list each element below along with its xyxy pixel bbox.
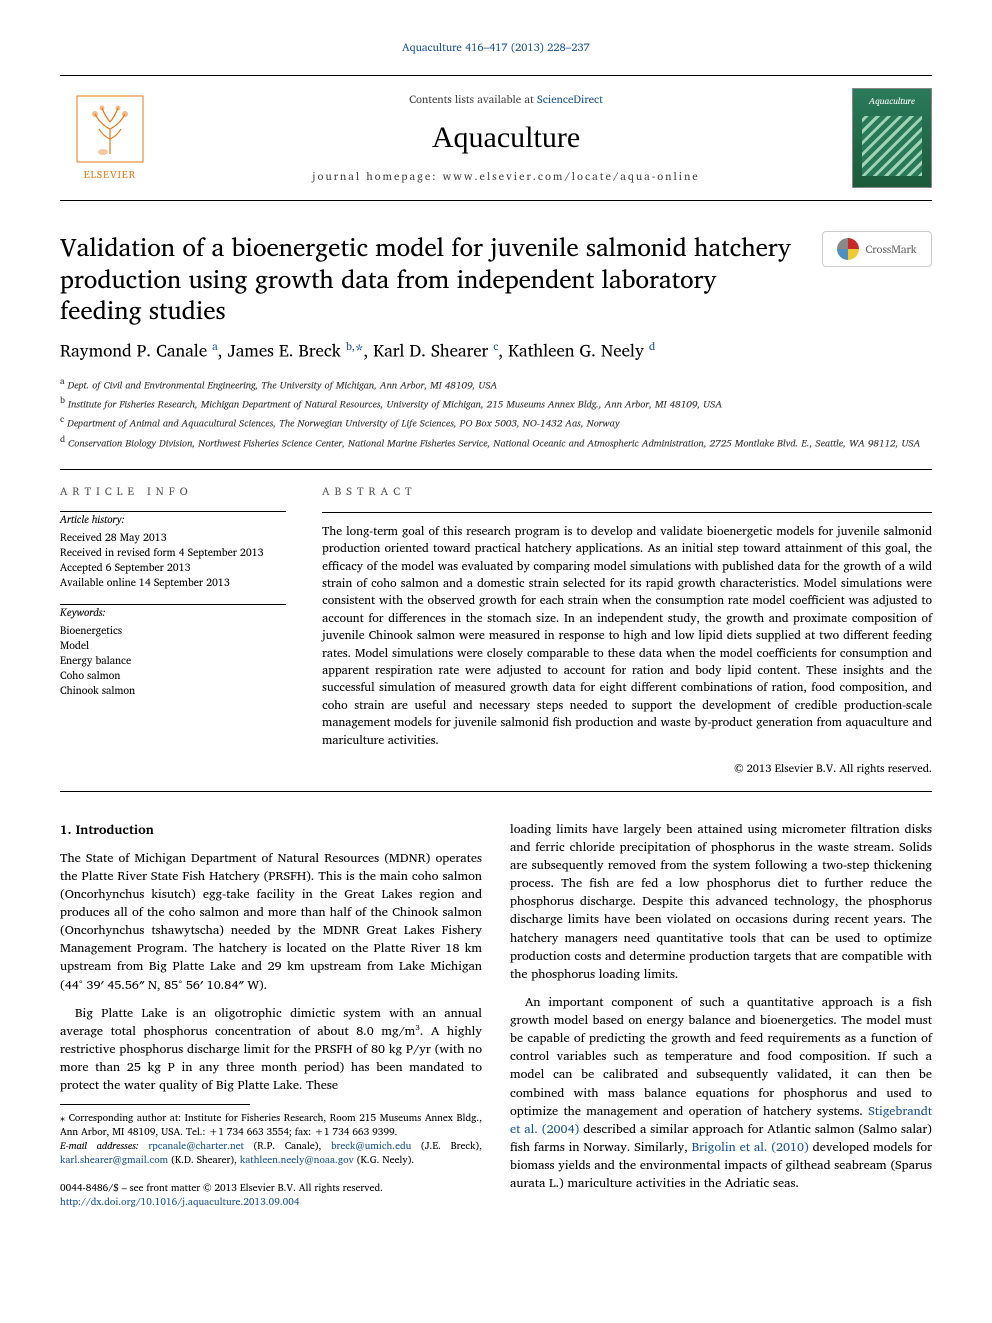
keyword: Bioenergetics xyxy=(60,623,286,638)
publisher-logo: ELSEVIER xyxy=(60,88,160,188)
keywords-block: Keywords: BioenergeticsModelEnergy balan… xyxy=(60,605,286,698)
crossmark-badge[interactable]: CrossMark xyxy=(822,231,932,267)
email-link[interactable]: karl.shearer@gmail.com xyxy=(60,1152,168,1168)
article-info-heading: article info xyxy=(60,484,286,499)
footnote-separator xyxy=(60,1104,250,1105)
email-who: (K.G. Neely). xyxy=(354,1152,414,1168)
homepage-prefix: journal homepage: xyxy=(312,167,442,185)
affiliation-line: b Institute for Fisheries Research, Mich… xyxy=(60,393,932,412)
front-matter-line: 0044-8486/$ – see front matter © 2013 El… xyxy=(60,1181,482,1195)
journal-title: Aquaculture xyxy=(160,117,852,159)
contents-prefix: Contents lists available at xyxy=(409,90,537,108)
journal-cover-thumbnail: Aquaculture xyxy=(852,88,932,188)
journal-center: Contents lists available at ScienceDirec… xyxy=(160,92,852,185)
publisher-name: ELSEVIER xyxy=(84,168,136,182)
info-abstract-row: article info Article history: Received 2… xyxy=(60,469,932,792)
crossmark-icon xyxy=(837,238,859,260)
cover-pattern xyxy=(862,116,922,176)
affiliation-line: a Dept. of Civil and Environmental Engin… xyxy=(60,374,932,393)
intro-paragraph-1: The State of Michigan Department of Natu… xyxy=(60,849,482,994)
abstract-heading: abstract xyxy=(322,484,932,500)
intro-paragraph-3: loading limits have largely been attaine… xyxy=(510,820,932,983)
footnotes: ⁎ Corresponding author at: Institute for… xyxy=(60,1111,482,1167)
elsevier-tree-icon xyxy=(75,94,145,164)
section-1-heading: 1. Introduction xyxy=(60,820,482,839)
journal-header: ELSEVIER Contents lists available at Sci… xyxy=(60,75,932,201)
body-two-columns: 1. Introduction The State of Michigan De… xyxy=(60,820,932,1209)
authors-line: Raymond P. Canale a, James E. Breck b,*,… xyxy=(60,339,932,363)
article-history-block: Article history: Received 28 May 2013Rec… xyxy=(60,512,286,590)
email-link[interactable]: kathleen.neely@noaa.gov xyxy=(240,1152,354,1168)
article-info-column: article info Article history: Received 2… xyxy=(60,470,304,791)
email-addresses-line: E-mail addresses: rpcanale@charter.net (… xyxy=(60,1139,482,1167)
keyword: Chinook salmon xyxy=(60,683,286,698)
abstract-text: The long-term goal of this research prog… xyxy=(322,523,932,749)
article-title: Validation of a bioenergetic model for j… xyxy=(60,231,932,325)
article-title-text: Validation of a bioenergetic model for j… xyxy=(60,226,791,330)
email-who: (K.D. Shearer), xyxy=(168,1152,240,1168)
copyright-line: © 2013 Elsevier B.V. All rights reserved… xyxy=(322,761,932,777)
affiliations: a Dept. of Civil and Environmental Engin… xyxy=(60,374,932,451)
abstract-column: abstract The long-term goal of this rese… xyxy=(304,470,932,791)
history-line: Available online 14 September 2013 xyxy=(60,575,286,590)
intro-paragraph-4: An important component of such a quantit… xyxy=(510,993,932,1192)
doi-link[interactable]: http://dx.doi.org/10.1016/j.aquaculture.… xyxy=(60,1195,482,1209)
crossmark-label: CrossMark xyxy=(865,243,916,257)
intro-paragraph-2: Big Platte Lake is an oligotrophic dimic… xyxy=(60,1004,482,1095)
journal-homepage: journal homepage: www.elsevier.com/locat… xyxy=(160,169,852,184)
affiliation-line: c Department of Animal and Aquacultural … xyxy=(60,412,932,431)
issue-reference[interactable]: Aquaculture 416–417 (2013) 228–237 xyxy=(60,40,932,55)
citation-brigolin[interactable]: Brigolin et al. (2010) xyxy=(692,1137,809,1157)
cover-title: Aquaculture xyxy=(869,95,915,108)
article-history-label: Article history: xyxy=(60,512,286,527)
homepage-url[interactable]: www.elsevier.com/locate/aqua-online xyxy=(443,167,700,185)
keywords-label: Keywords: xyxy=(60,605,286,620)
contents-line: Contents lists available at ScienceDirec… xyxy=(160,92,852,107)
affiliation-line: d Conservation Biology Division, Northwe… xyxy=(60,432,932,451)
page-footer: 0044-8486/$ – see front matter © 2013 El… xyxy=(60,1181,482,1209)
corresponding-author-note: ⁎ Corresponding author at: Institute for… xyxy=(60,1111,482,1139)
sciencedirect-link[interactable]: ScienceDirect xyxy=(537,90,603,108)
email-who: (J.E. Breck), xyxy=(411,1138,482,1154)
